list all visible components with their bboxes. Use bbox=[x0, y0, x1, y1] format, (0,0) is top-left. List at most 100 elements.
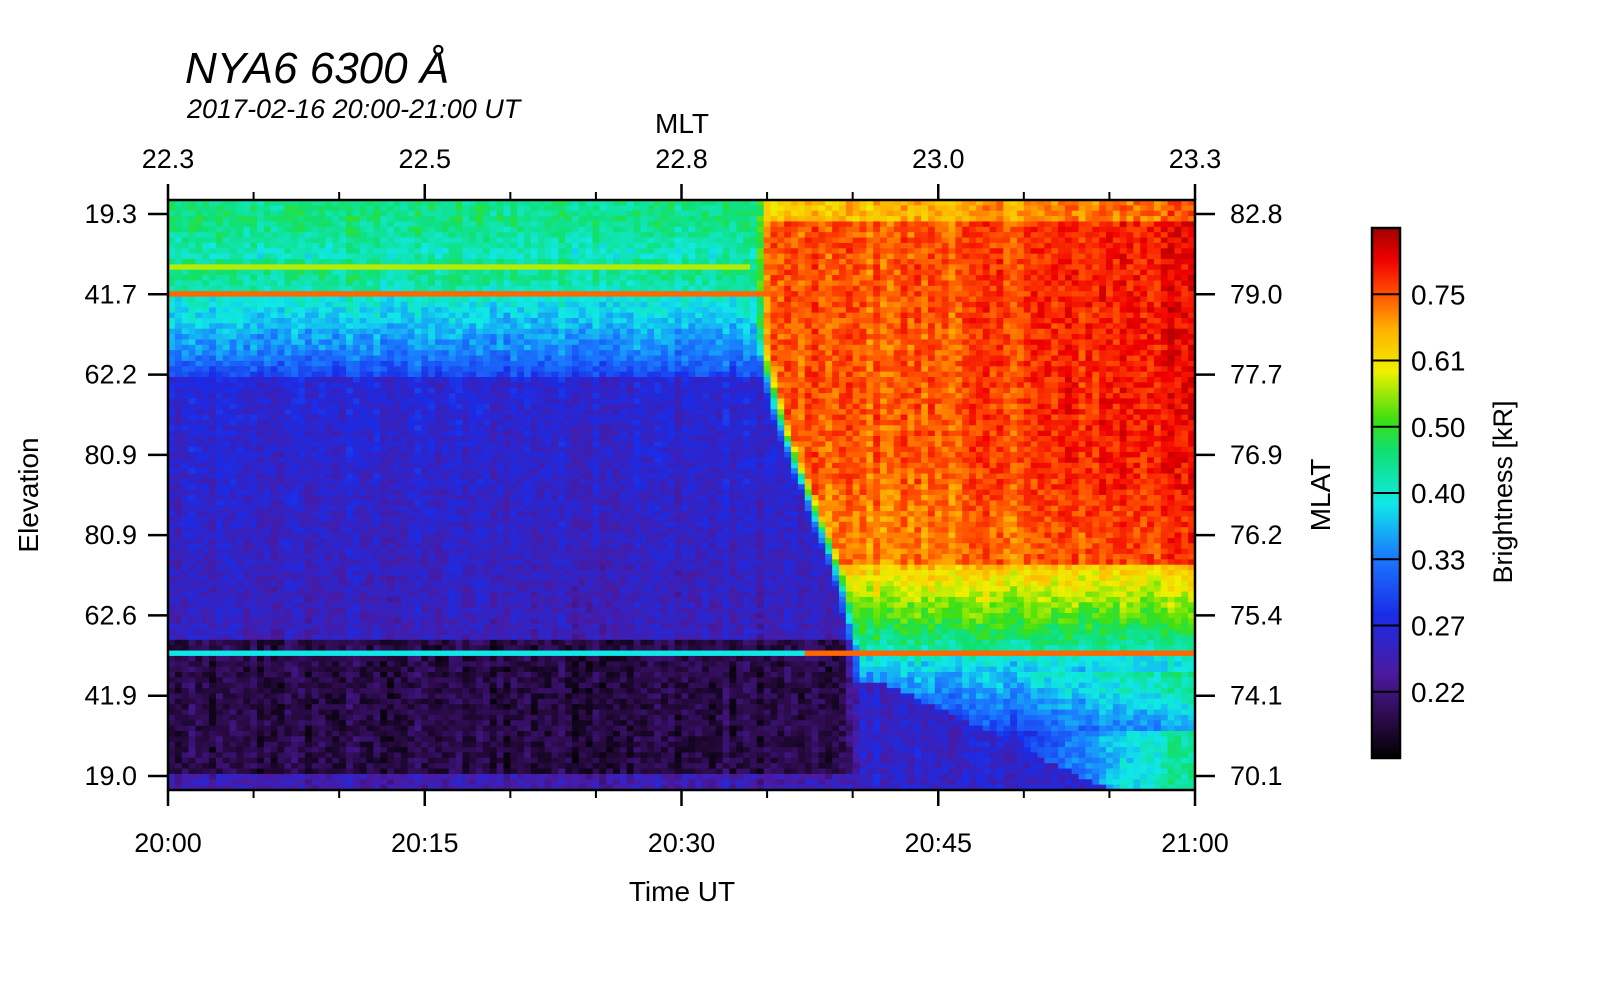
heatmap-cell bbox=[606, 205, 614, 212]
heatmap-cell bbox=[332, 226, 340, 233]
heatmap-cell bbox=[1044, 226, 1052, 233]
heatmap-cell bbox=[626, 226, 635, 233]
heatmap-cell bbox=[736, 226, 744, 233]
heatmap-cell bbox=[996, 371, 1004, 378]
heatmap-cell bbox=[838, 307, 847, 314]
heatmap-cell bbox=[284, 205, 292, 212]
heatmap-cell bbox=[749, 280, 758, 287]
heatmap-cell bbox=[332, 200, 340, 206]
heatmap-cell bbox=[715, 242, 724, 249]
heatmap-cell bbox=[941, 200, 950, 206]
heatmap-cell bbox=[339, 355, 347, 362]
heatmap-cell bbox=[168, 366, 176, 373]
heatmap-cell bbox=[715, 312, 724, 319]
heatmap-cell bbox=[688, 259, 696, 265]
heatmap-cell bbox=[626, 259, 635, 265]
heatmap-cell bbox=[934, 318, 943, 324]
heatmap-cell bbox=[743, 259, 751, 265]
heatmap-cell bbox=[743, 216, 751, 223]
heatmap-cell bbox=[743, 280, 751, 287]
heatmap-cell bbox=[715, 221, 724, 228]
heatmap-cell bbox=[743, 360, 751, 367]
heatmap-cell bbox=[571, 200, 580, 206]
heatmap-cell bbox=[174, 377, 183, 383]
heatmap-cell bbox=[1119, 328, 1128, 335]
heatmap-cell bbox=[1092, 210, 1100, 217]
heatmap-cell bbox=[736, 216, 744, 223]
heatmap-cell bbox=[1167, 200, 1176, 206]
heatmap-cell bbox=[1167, 232, 1176, 239]
heatmap-cell bbox=[613, 301, 621, 308]
heatmap-cell bbox=[188, 344, 196, 351]
heatmap-cell bbox=[428, 350, 436, 357]
heatmap-cell bbox=[640, 221, 648, 228]
heatmap-cell bbox=[1085, 355, 1093, 362]
heatmap-cell bbox=[982, 323, 991, 330]
heatmap-cell bbox=[1153, 285, 1162, 292]
heatmap-cell bbox=[941, 210, 950, 217]
heatmap-cell bbox=[209, 355, 217, 362]
heatmap-cell bbox=[435, 339, 443, 346]
heatmap-cell bbox=[530, 205, 539, 212]
heatmap-cell bbox=[941, 216, 950, 223]
heatmap-cell bbox=[476, 226, 484, 233]
heatmap-cell bbox=[907, 301, 915, 308]
heatmap-cell bbox=[695, 226, 703, 233]
heatmap-cell bbox=[503, 360, 511, 367]
heatmap-cell bbox=[1174, 328, 1182, 335]
heatmap-cell bbox=[921, 242, 929, 249]
heatmap-cell bbox=[702, 221, 710, 228]
heatmap-cell bbox=[1140, 200, 1148, 206]
heatmap-cell bbox=[866, 275, 874, 282]
heatmap-cell bbox=[948, 205, 956, 212]
heatmap-cell bbox=[729, 210, 737, 217]
heatmap-cell bbox=[619, 280, 628, 287]
heatmap-cell bbox=[503, 334, 511, 341]
heatmap-cell bbox=[811, 275, 820, 282]
heatmap-cell bbox=[1133, 318, 1141, 324]
heatmap-cell bbox=[1037, 269, 1045, 276]
heatmap-cell bbox=[674, 200, 683, 206]
heatmap-cell bbox=[1160, 350, 1169, 357]
heatmap-cell bbox=[298, 366, 306, 373]
heatmap-cell bbox=[332, 360, 340, 367]
heatmap-cell bbox=[1140, 205, 1148, 212]
heatmap-cell bbox=[969, 242, 977, 249]
heatmap-cell bbox=[1160, 291, 1169, 298]
heatmap-cell bbox=[373, 301, 381, 308]
heatmap-cell bbox=[359, 318, 368, 324]
heatmap-cell bbox=[1023, 307, 1032, 314]
heatmap-cell bbox=[866, 253, 874, 260]
heatmap-cell bbox=[907, 280, 915, 287]
heatmap-cell bbox=[921, 339, 929, 346]
heatmap-cell bbox=[996, 200, 1004, 206]
heatmap-cell bbox=[633, 264, 642, 271]
heatmap-cell bbox=[784, 253, 792, 260]
heatmap-cell bbox=[647, 318, 655, 324]
heatmap-cell bbox=[982, 216, 991, 223]
heatmap-cell bbox=[298, 339, 306, 346]
heatmap-cell bbox=[352, 226, 361, 233]
heatmap-cell bbox=[880, 248, 888, 255]
heatmap-cell bbox=[524, 269, 532, 276]
heatmap-cell bbox=[996, 312, 1004, 319]
heatmap-cell bbox=[1160, 210, 1169, 217]
heatmap-cell bbox=[544, 200, 553, 206]
heatmap-cell bbox=[1112, 210, 1121, 217]
heatmap-cell bbox=[352, 371, 361, 378]
heatmap-cell bbox=[1153, 216, 1162, 223]
heatmap-cell bbox=[770, 296, 778, 303]
heatmap-cell bbox=[482, 232, 491, 239]
heatmap-cell bbox=[1167, 360, 1176, 367]
heatmap-cell bbox=[1078, 312, 1087, 319]
heatmap-cell bbox=[277, 264, 285, 271]
heatmap-cell bbox=[544, 360, 553, 367]
heatmap-cell bbox=[1160, 237, 1169, 244]
heatmap-cell bbox=[914, 334, 922, 341]
heatmap-cell bbox=[482, 355, 491, 362]
heatmap-cell bbox=[325, 242, 333, 249]
heatmap-cell bbox=[948, 318, 956, 324]
heatmap-cell bbox=[510, 296, 518, 303]
heatmap-cell bbox=[524, 301, 532, 308]
heatmap-cell bbox=[496, 269, 505, 276]
